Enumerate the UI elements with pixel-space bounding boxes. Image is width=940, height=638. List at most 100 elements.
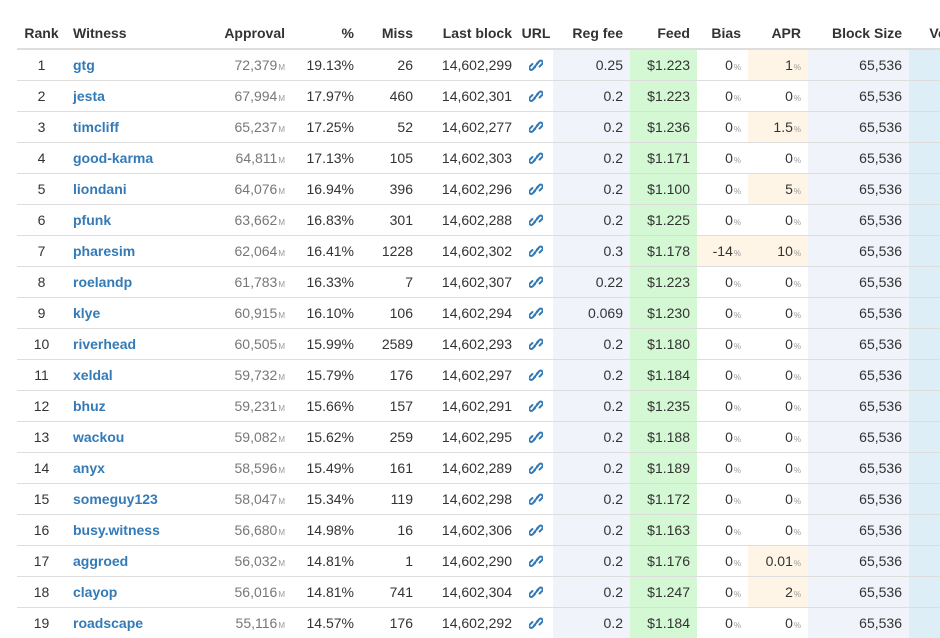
link-icon[interactable] [529, 213, 543, 228]
bias-unit: % [734, 156, 741, 165]
link-icon[interactable] [529, 399, 543, 414]
last-block-cell: 14,602,304 [420, 577, 519, 608]
bias-unit: % [734, 404, 741, 413]
rank-cell: 16 [17, 515, 66, 546]
witness-link[interactable]: bhuz [73, 398, 106, 414]
apr-cell: 0% [748, 515, 808, 546]
link-icon[interactable] [529, 244, 543, 259]
approval-cell: 58,047M [206, 484, 292, 515]
witness-link[interactable]: pharesim [73, 243, 135, 259]
link-icon[interactable] [529, 182, 543, 197]
reg-fee-cell: 0.2 [553, 391, 630, 422]
bias-value: 0 [725, 181, 733, 197]
reg-fee-cell: 0.2 [553, 205, 630, 236]
link-icon[interactable] [529, 616, 543, 631]
last-block-cell: 14,602,307 [420, 267, 519, 298]
col-block-size-header[interactable]: Block Size [808, 17, 909, 49]
col-last-block-header[interactable]: Last block [420, 17, 519, 49]
link-icon[interactable] [529, 151, 543, 166]
link-icon[interactable] [529, 306, 543, 321]
approval-value: 63,662 [235, 212, 278, 228]
col-miss-header[interactable]: Miss [361, 17, 420, 49]
bias-cell: 0% [697, 174, 748, 205]
url-cell [519, 298, 553, 329]
link-icon[interactable] [529, 337, 543, 352]
col-reg-fee-header[interactable]: Reg fee [553, 17, 630, 49]
link-icon[interactable] [529, 89, 543, 104]
witness-link[interactable]: riverhead [73, 336, 136, 352]
approval-unit: M [278, 435, 285, 444]
approval-unit: M [278, 280, 285, 289]
rank-cell: 17 [17, 546, 66, 577]
percent-cell: 17.25% [292, 112, 361, 143]
approval-cell: 60,915M [206, 298, 292, 329]
link-icon[interactable] [529, 523, 543, 538]
witness-link[interactable]: timcliff [73, 119, 119, 135]
witness-link[interactable]: busy.witness [73, 522, 160, 538]
version-cell: 0.19.1 [909, 205, 940, 236]
feed-cell: $1.172 [630, 484, 697, 515]
witness-link[interactable]: pfunk [73, 212, 111, 228]
link-icon[interactable] [529, 461, 543, 476]
col-approval-header[interactable]: Approval [206, 17, 292, 49]
witness-link[interactable]: wackou [73, 429, 124, 445]
miss-cell: 741 [361, 577, 420, 608]
link-icon[interactable] [529, 58, 543, 73]
col-feed-header[interactable]: Feed [630, 17, 697, 49]
col-version-header[interactable]: Version [909, 17, 940, 49]
approval-unit: M [278, 249, 285, 258]
rank-cell: 5 [17, 174, 66, 205]
url-cell [519, 577, 553, 608]
witness-link[interactable]: roelandp [73, 274, 132, 290]
col-apr-header[interactable]: APR [748, 17, 808, 49]
version-cell: 0.19.1 [909, 391, 940, 422]
bias-unit: % [734, 497, 741, 506]
col-bias-header[interactable]: Bias [697, 17, 748, 49]
witness-link[interactable]: good-karma [73, 150, 153, 166]
apr-cell: 0% [748, 298, 808, 329]
witness-link[interactable]: someguy123 [73, 491, 158, 507]
url-cell [519, 453, 553, 484]
col-witness-header[interactable]: Witness [66, 17, 206, 49]
link-icon[interactable] [529, 275, 543, 290]
rank-cell: 12 [17, 391, 66, 422]
col-rank-header[interactable]: Rank [17, 17, 66, 49]
version-cell: 0.19.1 [909, 453, 940, 484]
witness-link[interactable]: clayop [73, 584, 117, 600]
witness-link[interactable]: anyx [73, 460, 105, 476]
link-icon[interactable] [529, 492, 543, 507]
witness-link[interactable]: klye [73, 305, 100, 321]
table-row: 14 anyx 58,596M 15.49% 161 14,602,289 0.… [17, 453, 940, 484]
apr-unit: % [794, 156, 801, 165]
witness-link[interactable]: xeldal [73, 367, 113, 383]
link-icon[interactable] [529, 368, 543, 383]
approval-value: 56,680 [235, 522, 278, 538]
reg-fee-cell: 0.22 [553, 267, 630, 298]
witness-link[interactable]: aggroed [73, 553, 128, 569]
bias-value: 0 [725, 522, 733, 538]
approval-cell: 59,732M [206, 360, 292, 391]
bias-value: 0 [725, 584, 733, 600]
witness-link[interactable]: roadscape [73, 615, 143, 631]
link-icon[interactable] [529, 430, 543, 445]
reg-fee-cell: 0.3 [553, 236, 630, 267]
witness-link[interactable]: liondani [73, 181, 127, 197]
approval-unit: M [278, 497, 285, 506]
approval-cell: 59,231M [206, 391, 292, 422]
percent-cell: 16.83% [292, 205, 361, 236]
block-size-cell: 65,536 [808, 236, 909, 267]
reg-fee-cell: 0.2 [553, 112, 630, 143]
witness-link[interactable]: gtg [73, 57, 95, 73]
link-icon[interactable] [529, 120, 543, 135]
rank-cell: 11 [17, 360, 66, 391]
percent-cell: 17.97% [292, 81, 361, 112]
link-icon[interactable] [529, 585, 543, 600]
last-block-cell: 14,602,292 [420, 608, 519, 638]
table-row: 1 gtg 72,379M 19.13% 26 14,602,299 0.25 … [17, 49, 940, 81]
col-percent-header[interactable]: % [292, 17, 361, 49]
bias-value: 0 [725, 398, 733, 414]
approval-cell: 62,064M [206, 236, 292, 267]
link-icon[interactable] [529, 554, 543, 569]
witness-link[interactable]: jesta [73, 88, 105, 104]
bias-value: 0 [725, 119, 733, 135]
